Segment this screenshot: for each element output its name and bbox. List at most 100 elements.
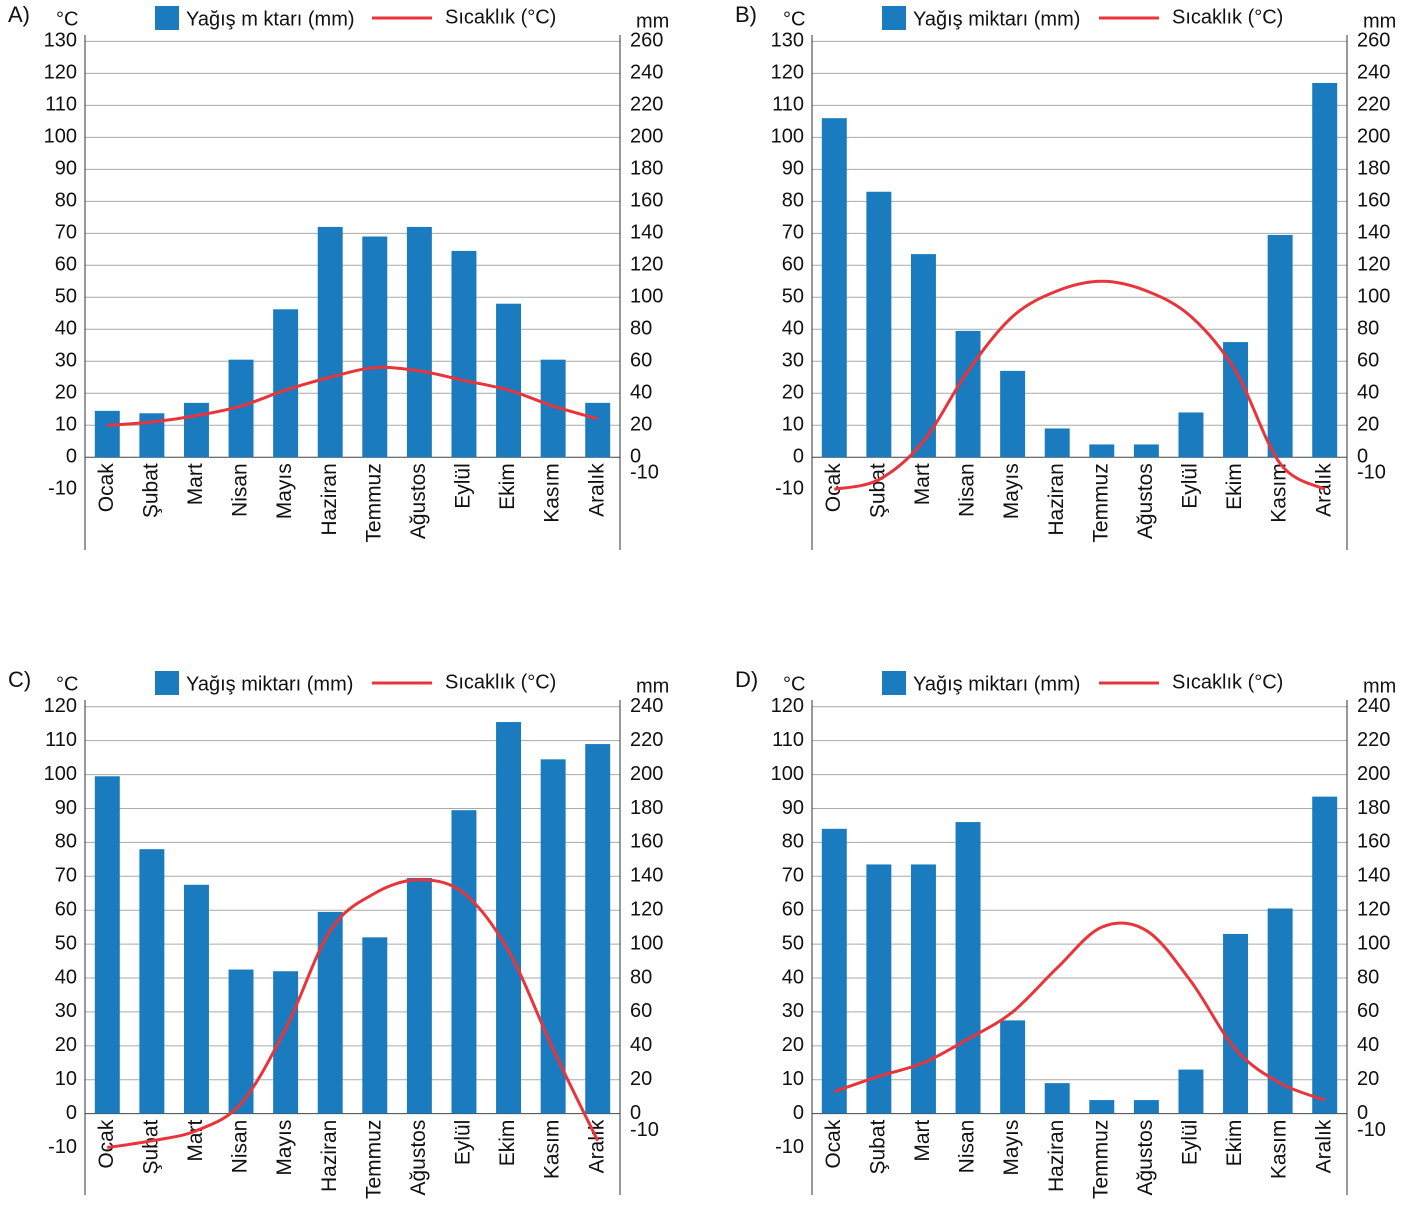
y2-tick-label: 220 bbox=[630, 729, 663, 751]
y2-tick-label: 160 bbox=[1357, 831, 1390, 853]
bar bbox=[318, 912, 343, 1114]
x-tick-label: Ağustos bbox=[407, 1120, 430, 1196]
y-unit: °C bbox=[56, 673, 78, 695]
y2-tick-label: 60 bbox=[1357, 350, 1379, 372]
y-tick-label: 70 bbox=[782, 222, 804, 244]
y2-tick-label: 60 bbox=[1357, 1000, 1379, 1022]
legend-label: Yağış miktarı (mm) bbox=[913, 8, 1080, 30]
x-tick-label: Mart bbox=[184, 463, 207, 505]
y-tick-label: 100 bbox=[44, 763, 77, 785]
y-tick-label: 60 bbox=[55, 898, 77, 920]
legend-label: Yağış miktarı (mm) bbox=[186, 673, 353, 695]
y-tick-label: 40 bbox=[55, 318, 77, 340]
bar bbox=[451, 251, 476, 457]
legend-label: Sıcaklık (°C) bbox=[445, 6, 556, 28]
bar bbox=[1178, 412, 1203, 457]
bar bbox=[956, 331, 981, 457]
y2-tick-label: 140 bbox=[630, 222, 663, 244]
panel-label: D) bbox=[735, 667, 758, 692]
y-tick-label: 30 bbox=[782, 1000, 804, 1022]
y2-tick-label: 240 bbox=[630, 695, 663, 717]
panel-label: C) bbox=[8, 667, 31, 692]
temperature-line bbox=[834, 281, 1324, 489]
bar bbox=[184, 885, 209, 1114]
y2-tick-label: 40 bbox=[1357, 1034, 1379, 1056]
y2-tick-label: 220 bbox=[1357, 94, 1390, 116]
y-tick-label: 110 bbox=[45, 94, 77, 116]
y-tick-label: -10 bbox=[48, 1136, 77, 1158]
bar bbox=[1312, 797, 1337, 1114]
y2-tick-label: 40 bbox=[1357, 382, 1379, 404]
y2-tick-label: 0 bbox=[630, 446, 641, 468]
y2-tick-label: 100 bbox=[630, 286, 663, 308]
y2-tick-label: 240 bbox=[630, 62, 663, 84]
y2-tick-label: 140 bbox=[1357, 865, 1390, 887]
y-tick-label: 100 bbox=[44, 126, 77, 148]
y-tick-label: 100 bbox=[771, 126, 804, 148]
y2-tick-label: 100 bbox=[630, 932, 663, 954]
x-tick-label: Nisan bbox=[956, 463, 979, 517]
x-tick-label: Şubat bbox=[139, 463, 162, 518]
y-tick-label: 100 bbox=[771, 763, 804, 785]
bar bbox=[1134, 444, 1159, 457]
bar bbox=[1089, 444, 1114, 457]
y-tick-label: 40 bbox=[782, 318, 804, 340]
legend-label: Sıcaklık (°C) bbox=[445, 671, 556, 693]
x-tick-label: Nisan bbox=[956, 1120, 979, 1174]
y2-tick-label: 80 bbox=[1357, 318, 1379, 340]
y-tick-label: -10 bbox=[775, 1136, 804, 1158]
y-tick-label: 10 bbox=[55, 1068, 77, 1090]
y-tick-label: -10 bbox=[48, 478, 77, 500]
legend-label: Sıcaklık (°C) bbox=[1172, 671, 1283, 693]
x-tick-label: Kasım bbox=[541, 1120, 564, 1180]
bar bbox=[362, 937, 387, 1113]
panel-label: B) bbox=[735, 2, 757, 27]
legend-label: Yağış miktarı (mm) bbox=[913, 673, 1080, 695]
bar bbox=[496, 304, 521, 458]
y-tick-label: 90 bbox=[55, 158, 77, 180]
y2-tick-label: 140 bbox=[1357, 222, 1390, 244]
y-unit: °C bbox=[783, 8, 805, 30]
y2-tick-label: 120 bbox=[630, 898, 663, 920]
bar bbox=[451, 810, 476, 1113]
x-tick-label: Eylül bbox=[452, 463, 475, 509]
x-tick-label: Ağustos bbox=[1134, 1120, 1157, 1196]
bar bbox=[1312, 83, 1337, 457]
bar bbox=[1000, 371, 1025, 457]
y2-tick-label: 60 bbox=[630, 1000, 652, 1022]
y-tick-label: 10 bbox=[55, 414, 77, 436]
bar bbox=[407, 227, 432, 457]
bar bbox=[184, 403, 209, 457]
bar bbox=[139, 849, 164, 1113]
bar bbox=[95, 411, 120, 457]
y2-tick-label: 120 bbox=[630, 254, 663, 276]
y-tick-label: 30 bbox=[55, 1000, 77, 1022]
y-tick-label: 70 bbox=[782, 865, 804, 887]
y-tick-label: 60 bbox=[55, 254, 77, 276]
y-tick-label: 10 bbox=[782, 1068, 804, 1090]
y2-tick-label: 200 bbox=[1357, 763, 1390, 785]
bar bbox=[318, 227, 343, 457]
bar bbox=[496, 722, 521, 1114]
y-tick-label: 90 bbox=[55, 797, 77, 819]
y2-tick-label: 80 bbox=[630, 966, 652, 988]
y2-tick-label: 20 bbox=[1357, 414, 1379, 436]
bar bbox=[95, 776, 120, 1113]
bar bbox=[407, 878, 432, 1114]
y-tick-label: 0 bbox=[66, 446, 77, 468]
y-tick-label: 0 bbox=[793, 1102, 804, 1124]
y2-tick-label: 240 bbox=[1357, 695, 1390, 717]
legend-swatch bbox=[882, 671, 906, 695]
temperature-line bbox=[107, 880, 597, 1148]
bar bbox=[822, 118, 847, 457]
x-tick-label: Ocak bbox=[822, 1119, 845, 1169]
bar bbox=[1045, 428, 1070, 457]
y-unit: °C bbox=[56, 8, 78, 30]
y2-tick-label: 80 bbox=[1357, 966, 1379, 988]
x-tick-label: Aralık bbox=[585, 463, 608, 517]
y-tick-label: 120 bbox=[44, 62, 77, 84]
bar bbox=[585, 403, 610, 457]
x-tick-label: Şubat bbox=[139, 1119, 162, 1174]
y-tick-label: 70 bbox=[55, 222, 77, 244]
y-tick-label: 20 bbox=[782, 1034, 804, 1056]
